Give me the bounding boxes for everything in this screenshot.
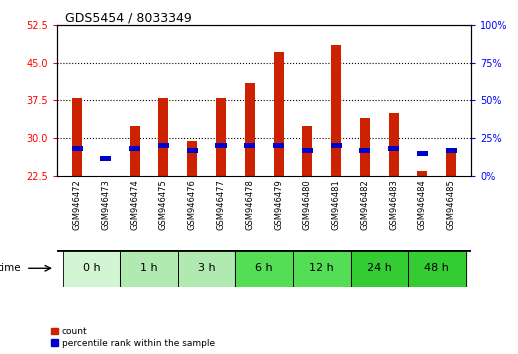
- Bar: [303, 126, 312, 176]
- Text: GSM946477: GSM946477: [217, 179, 225, 230]
- Text: 48 h: 48 h: [424, 263, 449, 273]
- Text: GSM946485: GSM946485: [447, 179, 456, 230]
- Text: 12 h: 12 h: [309, 263, 334, 273]
- Bar: [273, 143, 284, 148]
- Text: 0 h: 0 h: [83, 263, 100, 273]
- Text: GSM946476: GSM946476: [188, 179, 197, 230]
- Bar: [120, 250, 178, 287]
- Text: GSM946478: GSM946478: [246, 179, 254, 230]
- Bar: [100, 156, 111, 161]
- Bar: [293, 250, 351, 287]
- Bar: [417, 150, 428, 156]
- Text: GSM946482: GSM946482: [361, 179, 369, 230]
- Bar: [244, 143, 255, 148]
- Bar: [63, 250, 120, 287]
- Bar: [360, 118, 370, 176]
- Text: GSM946472: GSM946472: [73, 179, 82, 230]
- Bar: [129, 145, 140, 151]
- Legend: count, percentile rank within the sample: count, percentile rank within the sample: [51, 327, 215, 348]
- Bar: [446, 151, 456, 176]
- Bar: [244, 83, 255, 176]
- Bar: [274, 52, 284, 176]
- Bar: [331, 45, 341, 176]
- Bar: [351, 250, 408, 287]
- Bar: [215, 143, 226, 148]
- Bar: [178, 250, 235, 287]
- Text: GSM946475: GSM946475: [159, 179, 168, 230]
- Bar: [235, 250, 293, 287]
- Bar: [330, 143, 342, 148]
- Bar: [408, 250, 466, 287]
- Bar: [302, 148, 313, 153]
- Bar: [71, 145, 83, 151]
- Text: GSM946474: GSM946474: [130, 179, 139, 230]
- Text: 1 h: 1 h: [140, 263, 158, 273]
- Text: 3 h: 3 h: [198, 263, 215, 273]
- Bar: [159, 98, 168, 176]
- Bar: [130, 126, 140, 176]
- Bar: [418, 171, 427, 176]
- Text: time: time: [0, 263, 22, 273]
- Bar: [187, 141, 197, 176]
- Text: 6 h: 6 h: [255, 263, 273, 273]
- Text: GSM946473: GSM946473: [102, 179, 110, 230]
- Bar: [359, 148, 370, 153]
- Text: 24 h: 24 h: [367, 263, 392, 273]
- Bar: [216, 98, 226, 176]
- Text: GDS5454 / 8033349: GDS5454 / 8033349: [65, 12, 192, 25]
- Text: GSM946481: GSM946481: [332, 179, 341, 230]
- Bar: [186, 148, 198, 153]
- Bar: [158, 143, 169, 148]
- Text: GSM946484: GSM946484: [418, 179, 427, 230]
- Bar: [388, 145, 399, 151]
- Bar: [388, 113, 399, 176]
- Text: GSM946480: GSM946480: [303, 179, 312, 230]
- Bar: [445, 148, 457, 153]
- Text: GSM946479: GSM946479: [274, 179, 283, 230]
- Bar: [72, 98, 82, 176]
- Text: GSM946483: GSM946483: [389, 179, 398, 230]
